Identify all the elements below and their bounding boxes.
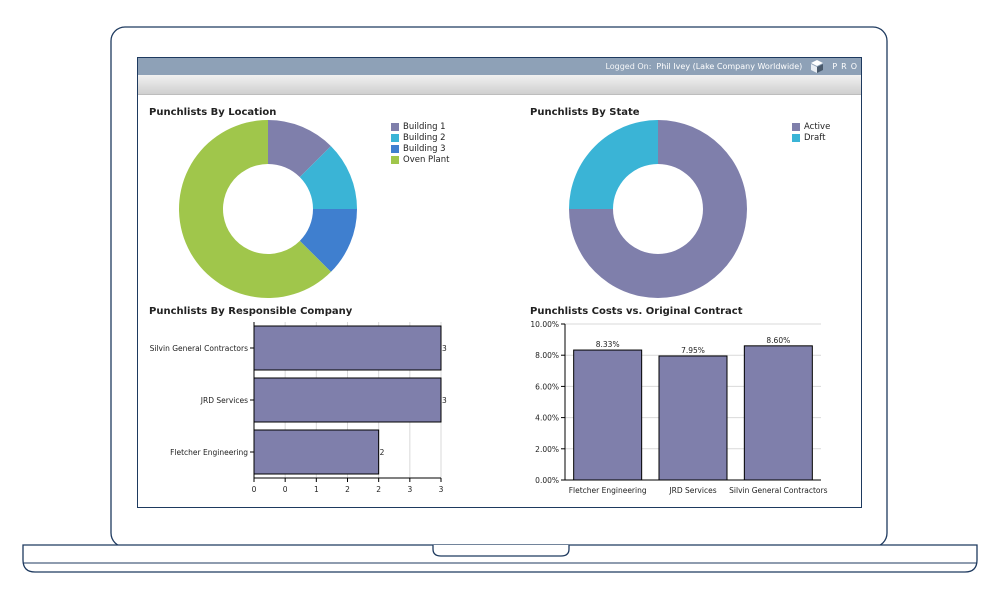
legend-item: Draft	[792, 132, 830, 143]
brand-logo[interactable]: PRO	[832, 62, 861, 71]
legend-label: Building 1	[403, 121, 446, 132]
x-tick-label: 1	[314, 485, 319, 494]
legend-swatch	[391, 133, 399, 142]
y-tick-label: 10.00%	[530, 320, 559, 329]
category-label: JRD Services	[668, 486, 716, 495]
category-label: Fletcher Engineering	[569, 486, 647, 495]
toolbar-strip	[138, 75, 861, 95]
location-chart-title: Punchlists By Location	[149, 107, 277, 118]
legend-swatch	[391, 122, 399, 131]
y-tick-label: 0.00%	[535, 476, 559, 485]
state-legend: Active Draft	[792, 121, 830, 143]
category-label: Silvin General Contractors	[729, 486, 827, 495]
state-slice	[569, 120, 747, 298]
data-label: 8.60%	[766, 336, 790, 345]
legend-item: Active	[792, 121, 830, 132]
bar	[253, 325, 442, 371]
legend-label: Building 2	[403, 132, 446, 143]
logged-on-info: Logged On: Phil Ivey (Lake Company World…	[605, 58, 861, 75]
company-chart-title: Punchlists By Responsible Company	[149, 306, 353, 317]
y-tick-label: 6.00%	[535, 382, 559, 391]
state-chart-title: Punchlists By State	[530, 107, 640, 118]
costs-chart-title: Punchlists Costs vs. Original Contract	[530, 306, 743, 317]
state-slice	[569, 120, 658, 209]
charts-canvas: 0 0 1 2 2 3 3 Silvin General Contractors 3 JRD Se…	[150, 120, 828, 495]
legend-item: Building 3	[391, 143, 449, 154]
bar	[573, 349, 643, 481]
legend-item: Oven Plant	[391, 154, 449, 165]
cube-stack-icon	[811, 60, 824, 73]
x-tick-label: 3	[407, 485, 412, 494]
location-legend: Building 1 Building 2 Building 3 Oven Pl…	[391, 121, 449, 165]
legend-swatch	[792, 122, 800, 131]
laptop-notch	[432, 545, 570, 557]
top-bar: Logged On: Phil Ivey (Lake Company World…	[138, 58, 861, 75]
legend-label: Building 3	[403, 143, 446, 154]
y-tick-label: 2.00%	[535, 445, 559, 454]
data-label: 3	[442, 344, 447, 353]
location-slice	[299, 146, 357, 209]
data-label: 7.95%	[681, 346, 705, 355]
bar	[253, 429, 380, 475]
legend-swatch	[391, 144, 399, 153]
legend-swatch	[391, 155, 399, 164]
legend-item: Building 1	[391, 121, 449, 132]
location-slice	[299, 209, 357, 272]
x-tick-label: 3	[439, 485, 444, 494]
category-label: Silvin General Contractors	[150, 344, 248, 353]
legend-item: Building 2	[391, 132, 449, 143]
user-link[interactable]: Phil Ivey (Lake Company Worldwide)	[656, 62, 803, 71]
app-screen: Logged On: Phil Ivey (Lake Company World…	[137, 57, 862, 508]
x-tick-label: 0	[252, 485, 257, 494]
location-slice	[179, 120, 331, 298]
data-label: 8.33%	[596, 340, 620, 349]
legend-label: Draft	[804, 132, 826, 143]
data-label: 2	[380, 448, 385, 457]
location-slice	[268, 120, 331, 178]
bar	[253, 377, 442, 423]
category-label: JRD Services	[200, 396, 248, 405]
logged-on-label: Logged On:	[605, 62, 652, 71]
legend-label: Oven Plant	[403, 154, 450, 165]
data-label: 3	[442, 396, 447, 405]
y-tick-label: 8.00%	[535, 351, 559, 360]
y-tick-label: 4.00%	[535, 414, 559, 423]
bar	[658, 355, 728, 481]
x-tick-label: 2	[376, 485, 381, 494]
legend-swatch	[792, 133, 800, 142]
x-tick-label: 0	[283, 485, 288, 494]
category-label: Fletcher Engineering	[170, 448, 248, 457]
bar	[743, 345, 813, 481]
x-tick-label: 2	[345, 485, 350, 494]
legend-label: Active	[804, 121, 831, 132]
